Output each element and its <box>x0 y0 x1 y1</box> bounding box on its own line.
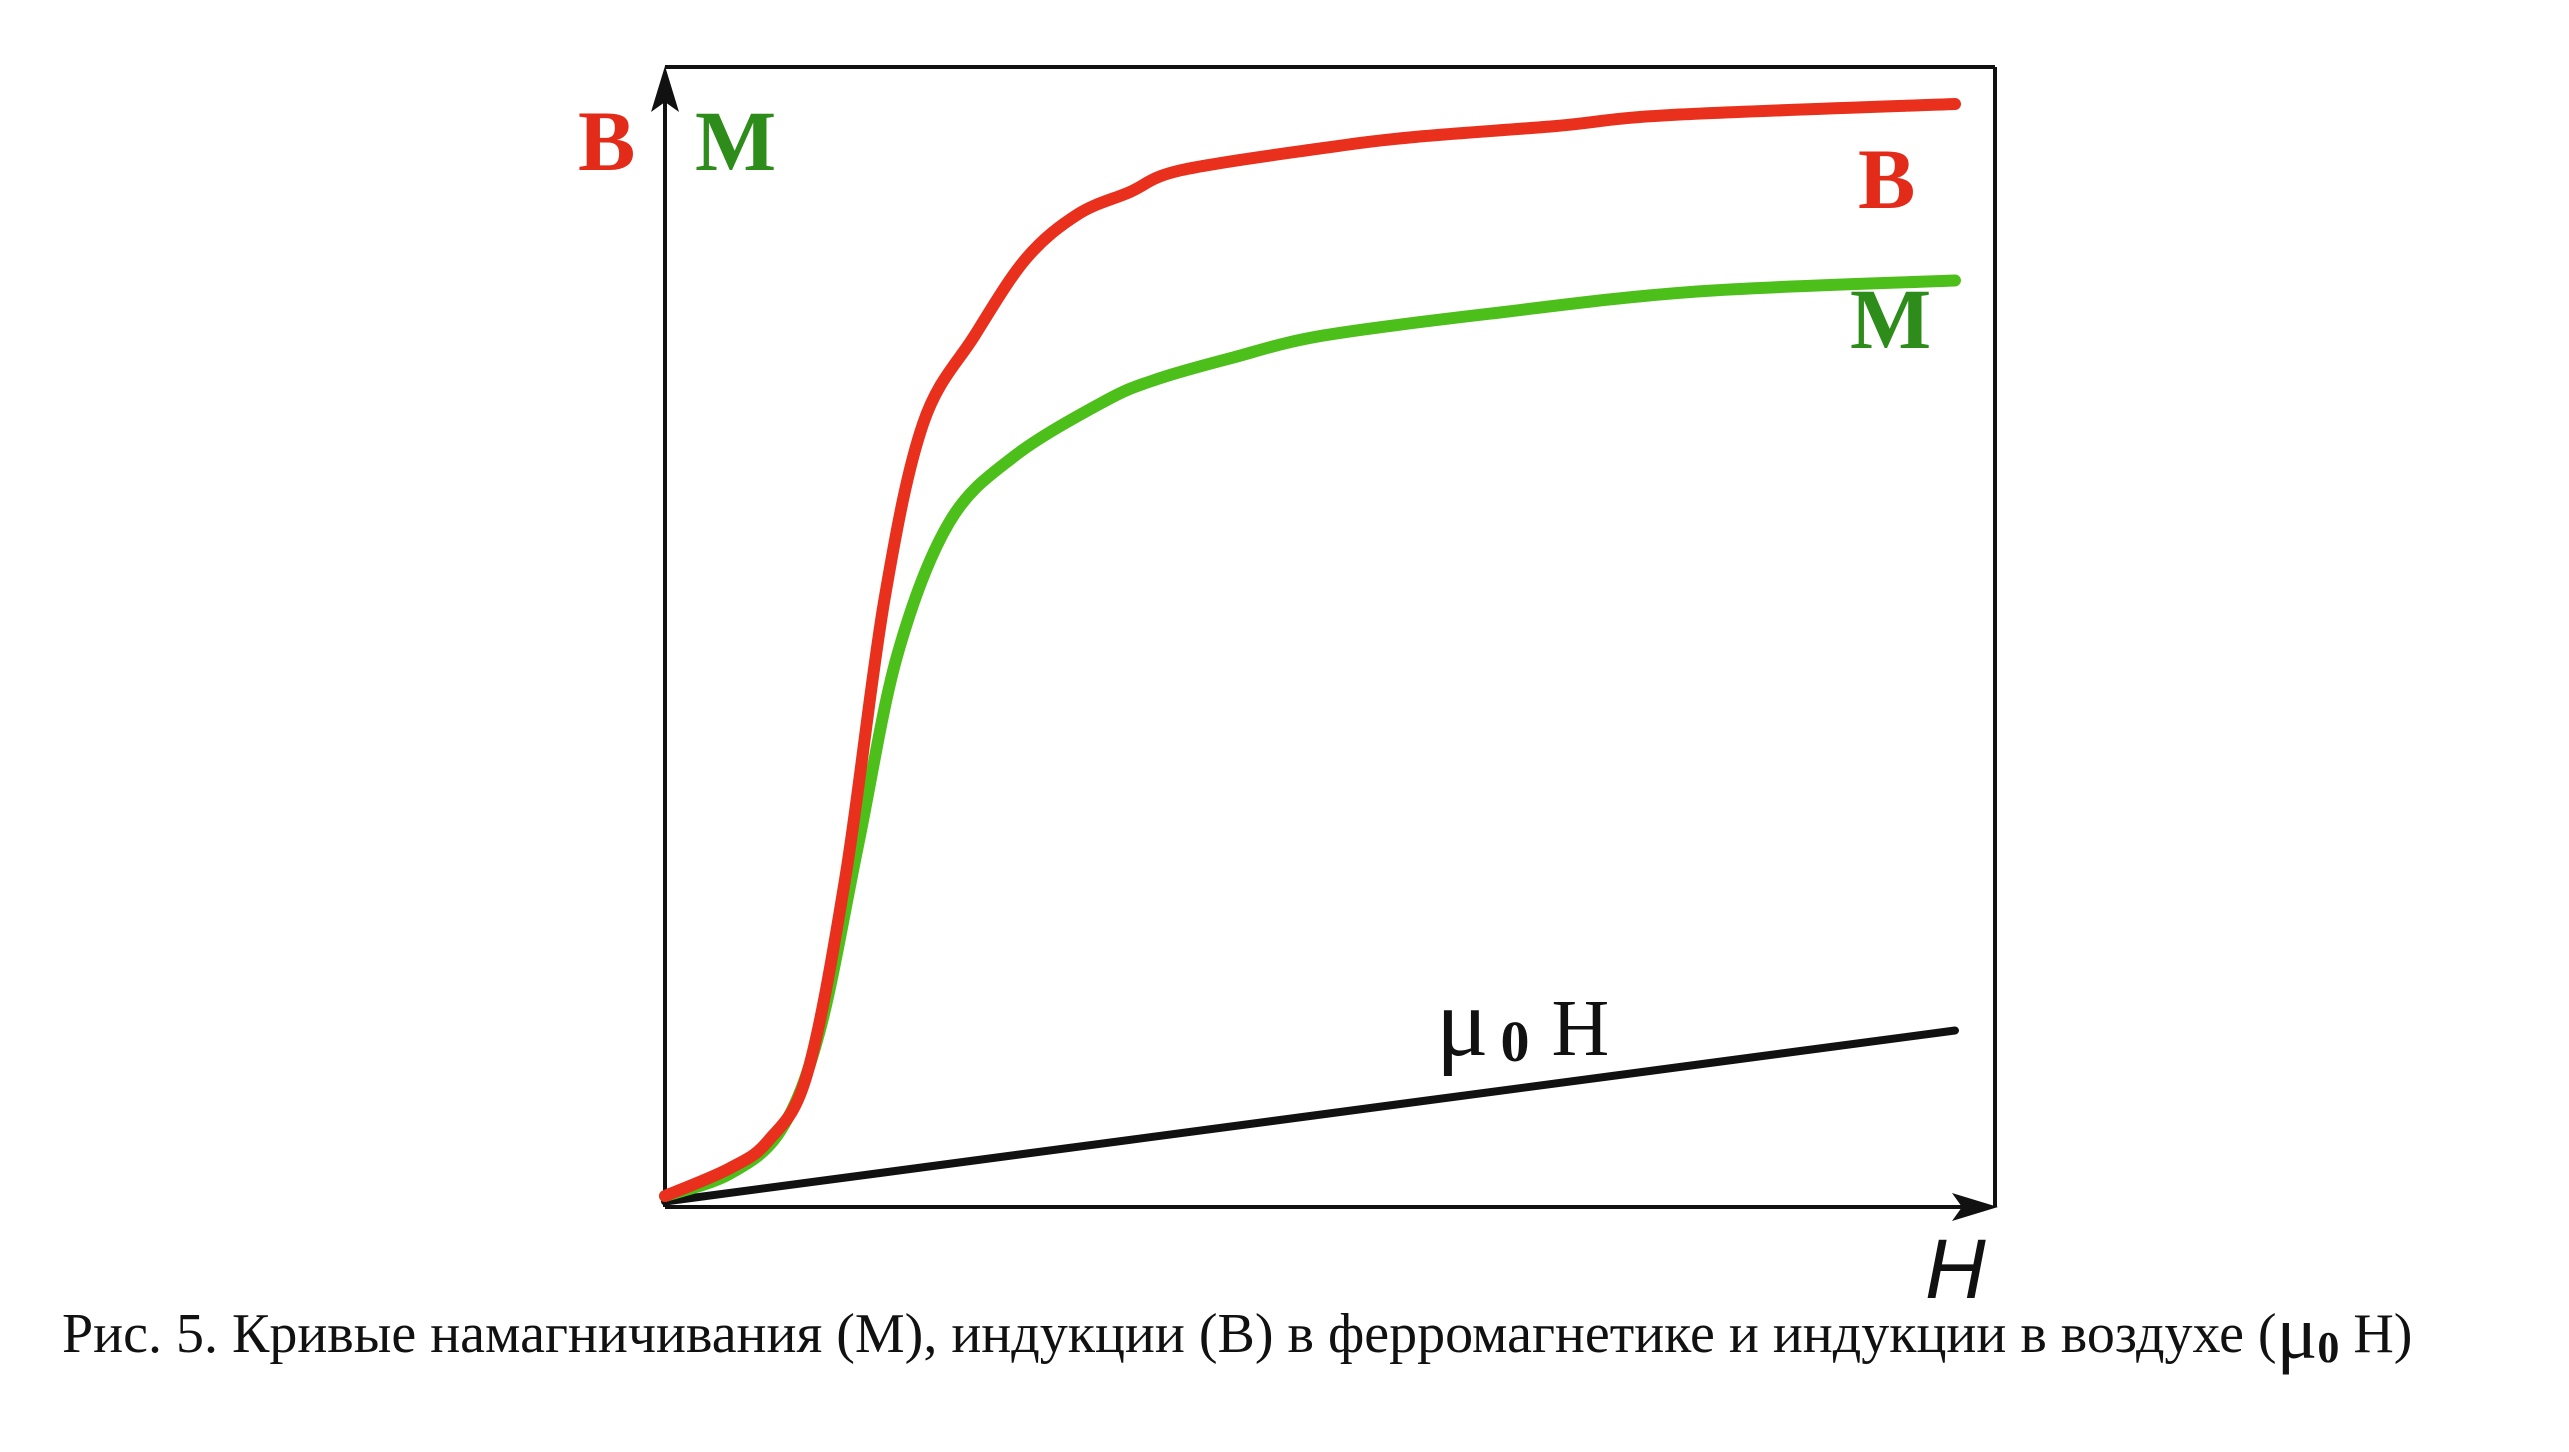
series-line-b <box>659 98 1961 1202</box>
caption-mu-sub: 0 <box>2317 1323 2340 1372</box>
x-axis-label: H <box>1925 1222 1986 1316</box>
annotation-b: B <box>1858 131 1915 227</box>
annotation-mu0h: μ 0 H <box>1436 969 1609 1077</box>
y-axis-arrow <box>651 66 679 112</box>
x-axis-arrow <box>1952 1193 1998 1221</box>
annotation-m: M <box>1850 271 1931 367</box>
caption-mu: μ <box>2276 1291 2318 1375</box>
y-axis-label-m: M <box>695 93 776 189</box>
annotation-mu-sub: 0 <box>1501 1009 1530 1074</box>
caption-text: Рис. 5. Кривые намагничивания (М), индук… <box>62 1303 2277 1365</box>
y-axis-label-b: B <box>578 93 635 189</box>
annotation-mu-h: H <box>1552 985 1610 1073</box>
figure-caption: Рис. 5. Кривые намагничивания (М), индук… <box>62 1290 2562 1377</box>
series-layer <box>659 98 1961 1206</box>
series-line-mu0h <box>661 1026 1959 1206</box>
caption-tail: H) <box>2339 1303 2413 1365</box>
annotation-mu: μ <box>1436 969 1489 1077</box>
